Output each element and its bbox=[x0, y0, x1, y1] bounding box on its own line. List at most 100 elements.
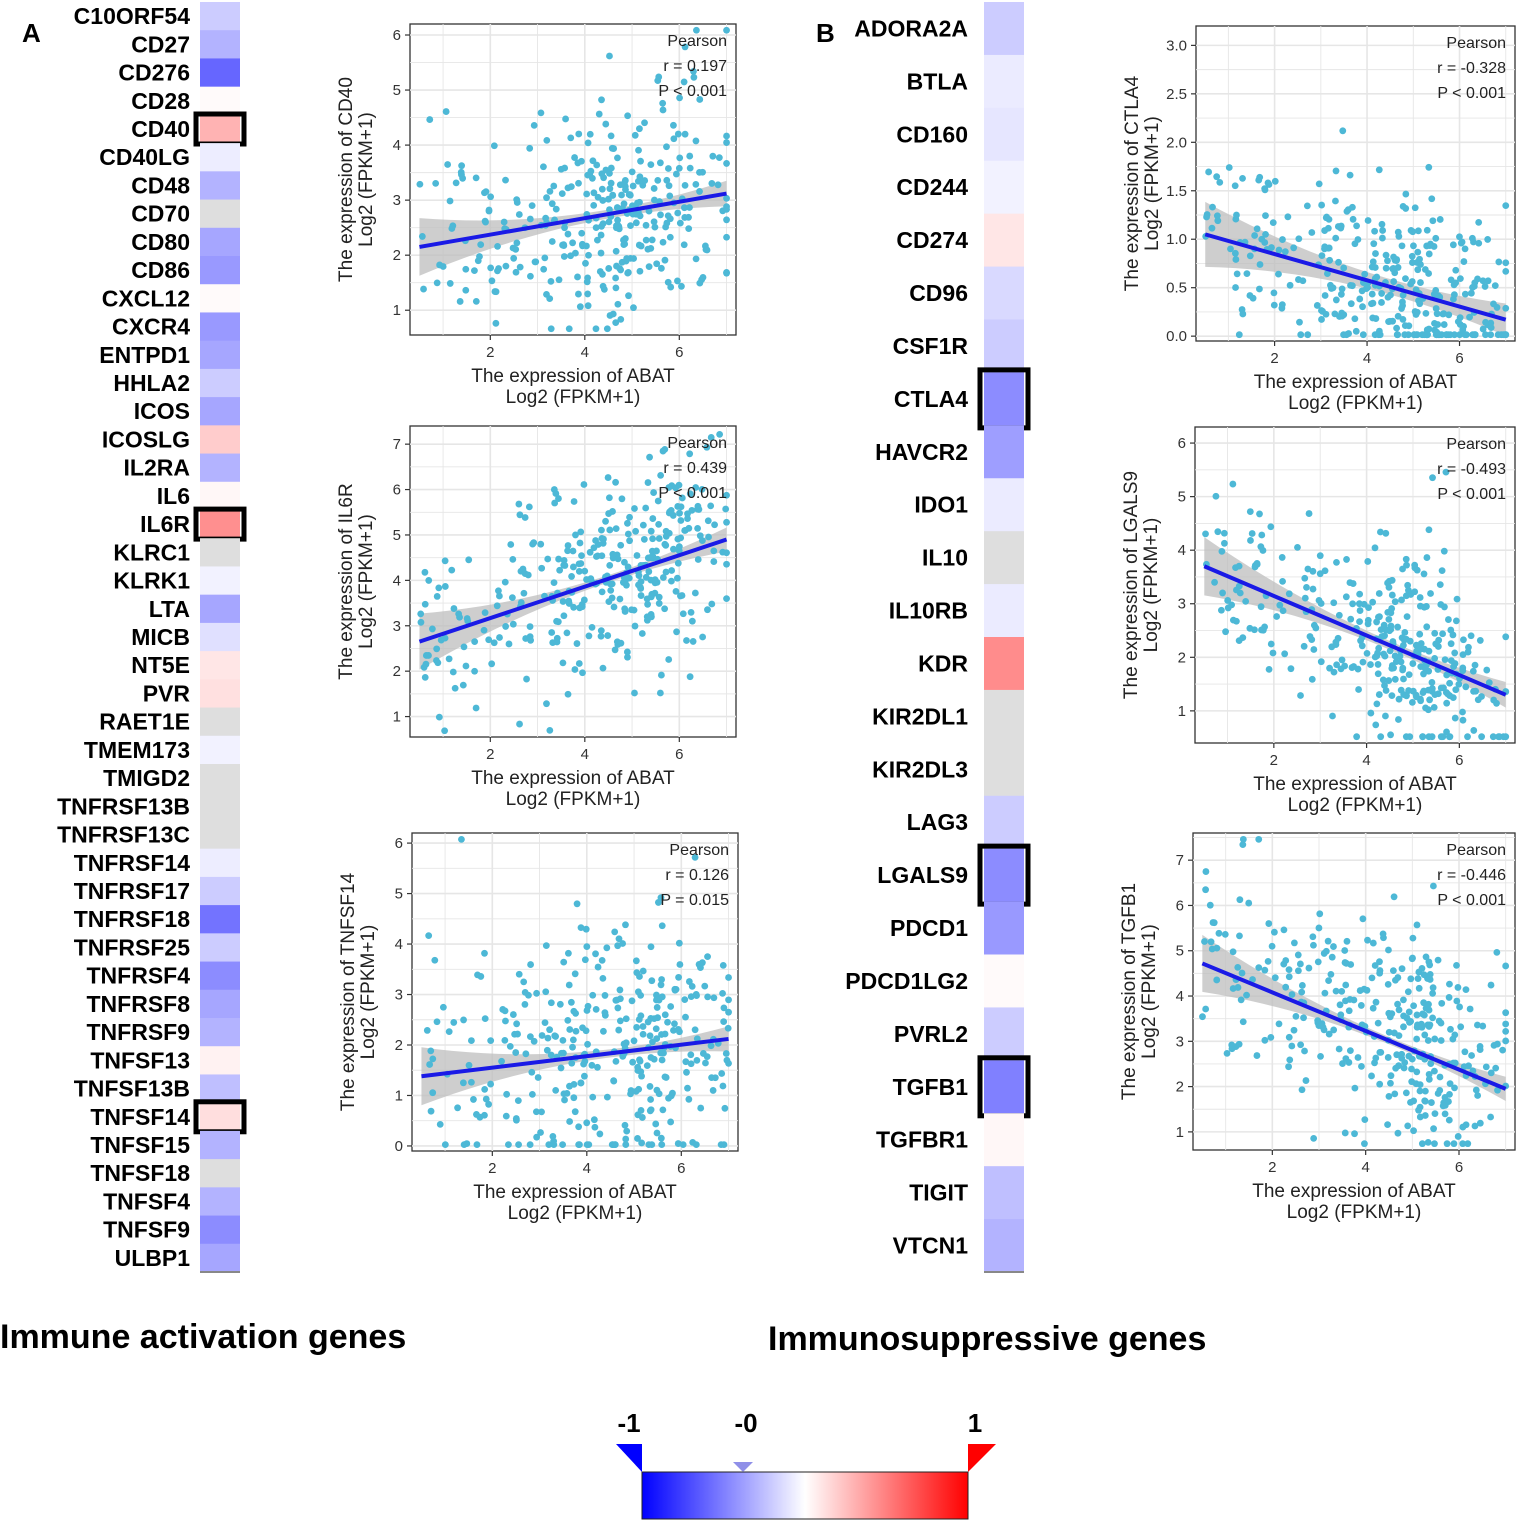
data-point bbox=[1377, 1048, 1385, 1056]
data-point bbox=[584, 1040, 591, 1048]
data-point bbox=[1458, 238, 1466, 246]
data-point bbox=[1414, 266, 1422, 274]
x-tick-label: 4 bbox=[1362, 752, 1370, 769]
data-point bbox=[586, 130, 594, 138]
heatmap-cell-micb bbox=[200, 622, 240, 652]
data-point bbox=[607, 132, 615, 140]
data-point bbox=[1306, 633, 1314, 640]
data-point bbox=[441, 727, 449, 735]
data-point bbox=[432, 179, 440, 187]
data-point bbox=[698, 485, 706, 493]
data-point bbox=[1390, 893, 1398, 901]
x-tick-label: 4 bbox=[1363, 350, 1371, 367]
data-point bbox=[1397, 658, 1405, 666]
data-point bbox=[1482, 331, 1489, 339]
data-point bbox=[1257, 603, 1265, 611]
data-point bbox=[1246, 292, 1254, 299]
data-point bbox=[1285, 973, 1293, 981]
data-point bbox=[551, 499, 559, 507]
data-point bbox=[1338, 656, 1346, 664]
data-point bbox=[608, 1141, 616, 1149]
gene-label-tmigd2: TMIGD2 bbox=[103, 765, 190, 791]
data-point bbox=[1464, 1140, 1472, 1148]
data-point bbox=[1231, 249, 1239, 257]
data-point bbox=[1221, 539, 1228, 547]
data-point bbox=[1437, 733, 1445, 741]
data-point bbox=[1386, 317, 1394, 325]
data-point bbox=[692, 137, 700, 145]
data-point bbox=[564, 1016, 572, 1024]
data-point bbox=[1361, 1140, 1368, 1148]
data-point bbox=[534, 1074, 542, 1081]
gene-label-tgfbr1: TGFBR1 bbox=[876, 1127, 968, 1153]
data-point bbox=[1411, 561, 1419, 569]
data-point bbox=[1280, 960, 1288, 968]
data-point bbox=[1478, 733, 1486, 741]
data-point bbox=[1417, 640, 1425, 647]
data-point bbox=[1413, 693, 1420, 701]
data-point bbox=[1288, 1042, 1296, 1050]
gene-label-btla: BTLA bbox=[907, 68, 968, 94]
data-point bbox=[646, 1032, 654, 1040]
data-point bbox=[1443, 671, 1451, 679]
data-point bbox=[618, 495, 626, 503]
data-point bbox=[659, 574, 667, 581]
data-point bbox=[1410, 1002, 1418, 1010]
data-point bbox=[1456, 275, 1464, 283]
data-point bbox=[1373, 618, 1380, 626]
data-point bbox=[705, 533, 712, 541]
data-point bbox=[1235, 331, 1243, 339]
data-point bbox=[1479, 277, 1487, 285]
data-point bbox=[1394, 623, 1402, 631]
gene-label-cxcl12: CXCL12 bbox=[102, 285, 190, 311]
y-tick-label: 1 bbox=[395, 1087, 403, 1104]
data-point bbox=[1449, 631, 1457, 639]
data-point bbox=[581, 956, 589, 964]
heatmap-cell-tmem173 bbox=[200, 735, 240, 765]
data-point bbox=[1484, 277, 1492, 285]
data-point bbox=[693, 992, 700, 999]
data-point bbox=[513, 196, 521, 204]
data-point bbox=[441, 1141, 449, 1149]
data-point bbox=[1334, 634, 1342, 642]
data-point bbox=[1371, 227, 1379, 235]
data-point bbox=[460, 1016, 467, 1024]
data-point bbox=[569, 547, 577, 555]
data-point bbox=[626, 537, 633, 545]
heatmap-cell-lag3 bbox=[984, 795, 1024, 850]
data-point bbox=[1290, 244, 1298, 252]
data-point bbox=[1224, 597, 1232, 604]
data-point bbox=[530, 1037, 538, 1045]
data-point bbox=[1426, 971, 1434, 978]
heatmap-cell-adora2a bbox=[984, 2, 1024, 56]
data-point bbox=[1297, 331, 1305, 339]
stat-p: P < 0.001 bbox=[1437, 85, 1506, 102]
data-point bbox=[671, 1020, 678, 1028]
data-point bbox=[667, 1118, 675, 1126]
data-point bbox=[1405, 586, 1412, 594]
data-point bbox=[597, 627, 605, 635]
data-point bbox=[1425, 1000, 1432, 1008]
data-point bbox=[605, 218, 613, 226]
data-point bbox=[1436, 216, 1444, 223]
data-point bbox=[1301, 1047, 1308, 1055]
data-point bbox=[704, 606, 711, 614]
gene-label-tmem173: TMEM173 bbox=[84, 737, 190, 763]
gene-label-klrc1: KLRC1 bbox=[113, 539, 190, 565]
data-point bbox=[1255, 176, 1263, 184]
data-point bbox=[630, 606, 638, 614]
data-point bbox=[699, 633, 707, 641]
data-point bbox=[1321, 243, 1329, 251]
data-point bbox=[1321, 227, 1329, 234]
data-point bbox=[548, 629, 556, 636]
y-tick-label: 2 bbox=[1178, 649, 1186, 666]
data-point bbox=[548, 238, 556, 245]
data-point bbox=[1453, 961, 1460, 969]
data-point bbox=[515, 970, 523, 978]
data-point bbox=[696, 96, 704, 103]
data-point bbox=[571, 1108, 579, 1116]
data-point bbox=[1317, 600, 1325, 607]
data-point bbox=[675, 973, 682, 981]
heatmap-cell-tnfrsf4 bbox=[200, 961, 240, 991]
